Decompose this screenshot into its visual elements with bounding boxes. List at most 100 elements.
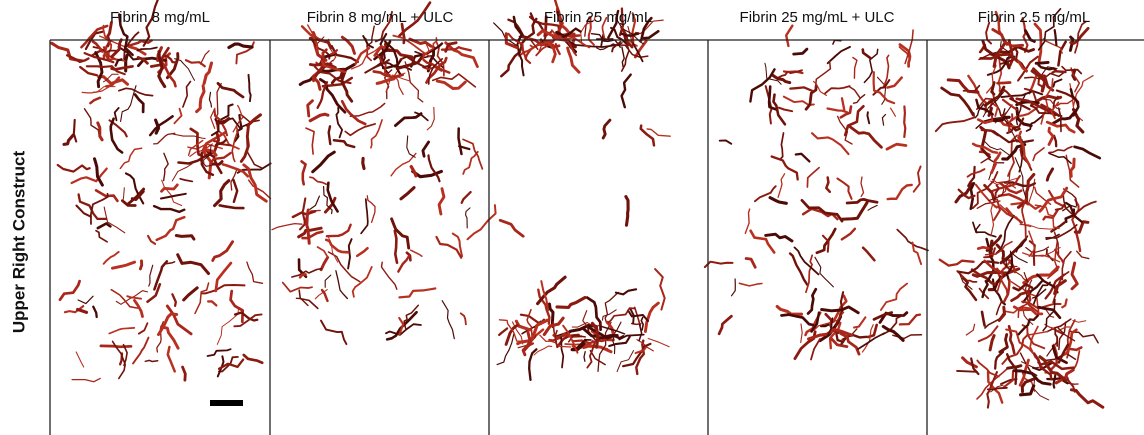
vessel (327, 125, 332, 146)
vessel (984, 141, 1010, 156)
vessel (1038, 186, 1069, 213)
vessel (1034, 60, 1050, 65)
vessel (324, 274, 332, 288)
vessel (1029, 325, 1039, 347)
vessel (528, 348, 538, 382)
vessel (347, 238, 353, 270)
vessel (202, 61, 214, 86)
vessel (1045, 167, 1055, 182)
vessel (92, 305, 98, 319)
vessel (421, 140, 430, 158)
scale-bar (210, 400, 243, 406)
vessel (516, 39, 525, 77)
vessel (1069, 388, 1105, 409)
vessel (738, 282, 763, 287)
vessel (1002, 371, 1015, 389)
vessel (966, 168, 986, 178)
vessel (995, 300, 1003, 316)
vessel (984, 240, 1013, 256)
vessel (75, 204, 92, 218)
vessel (961, 356, 978, 369)
vessel (110, 288, 139, 309)
vessel (375, 77, 396, 85)
vessel (1054, 368, 1075, 385)
vessel (904, 29, 914, 65)
vessel (323, 186, 333, 215)
vessel (1022, 265, 1060, 285)
vessel (211, 160, 224, 166)
vessel (311, 150, 336, 174)
vessel (121, 199, 137, 207)
vessel (934, 116, 976, 133)
vessel (1006, 364, 1023, 370)
vessel (620, 73, 632, 109)
vessel (247, 73, 252, 103)
vessel (840, 227, 857, 241)
vessel (994, 350, 1005, 370)
vessel (810, 311, 821, 333)
vessel (983, 85, 1006, 107)
vessel (1031, 288, 1047, 299)
vessel (974, 183, 998, 209)
vessel (826, 317, 834, 338)
vessel (633, 39, 648, 59)
vessel (298, 273, 307, 279)
vessel (403, 304, 420, 330)
vessel (349, 102, 386, 117)
vessel (172, 133, 206, 140)
vessel (208, 91, 212, 108)
vessel (350, 44, 383, 70)
vessel (173, 107, 183, 125)
vessel (90, 192, 109, 225)
vessel (575, 339, 592, 349)
vessel (319, 256, 330, 272)
vessel (805, 254, 814, 294)
vessel (411, 169, 443, 179)
vessel (399, 186, 416, 201)
vessel (794, 152, 811, 163)
vessel (242, 353, 264, 365)
vessel (621, 46, 625, 68)
vessel (77, 295, 94, 305)
vessel (876, 76, 887, 105)
vessel (566, 46, 581, 74)
vessel (1071, 68, 1077, 81)
vessel (993, 275, 1002, 291)
vessel (998, 333, 1009, 354)
vessel (142, 0, 159, 47)
vessel (826, 45, 851, 65)
vessel (1028, 279, 1033, 298)
vessel (300, 25, 319, 53)
vessel (514, 319, 532, 332)
vessel (771, 73, 792, 85)
vessel (556, 27, 582, 38)
vessel (828, 321, 842, 350)
vessel (1002, 261, 1016, 274)
vessel (431, 73, 477, 88)
vessel (861, 246, 876, 262)
vessel (329, 49, 339, 56)
vessel (319, 62, 356, 73)
column-title: Fibrin 25 mg/mL (544, 9, 652, 26)
vessel (986, 371, 998, 409)
vessel (92, 86, 116, 93)
vessel (1015, 97, 1057, 117)
vessel (836, 177, 853, 200)
vessel (1061, 328, 1078, 357)
vessel (165, 261, 176, 265)
vessel (231, 125, 239, 163)
vessel (85, 65, 126, 76)
vessel (75, 351, 85, 368)
vessel (189, 143, 214, 157)
vessel (639, 16, 653, 42)
vessel (646, 128, 671, 137)
vessel (184, 59, 206, 68)
vessel (409, 165, 418, 178)
vessel (840, 201, 869, 221)
vessel (1028, 230, 1036, 258)
vessel (312, 76, 322, 91)
vessel (390, 152, 417, 177)
vessel (993, 198, 1001, 221)
vessel (554, 42, 561, 56)
vessel (806, 166, 820, 188)
